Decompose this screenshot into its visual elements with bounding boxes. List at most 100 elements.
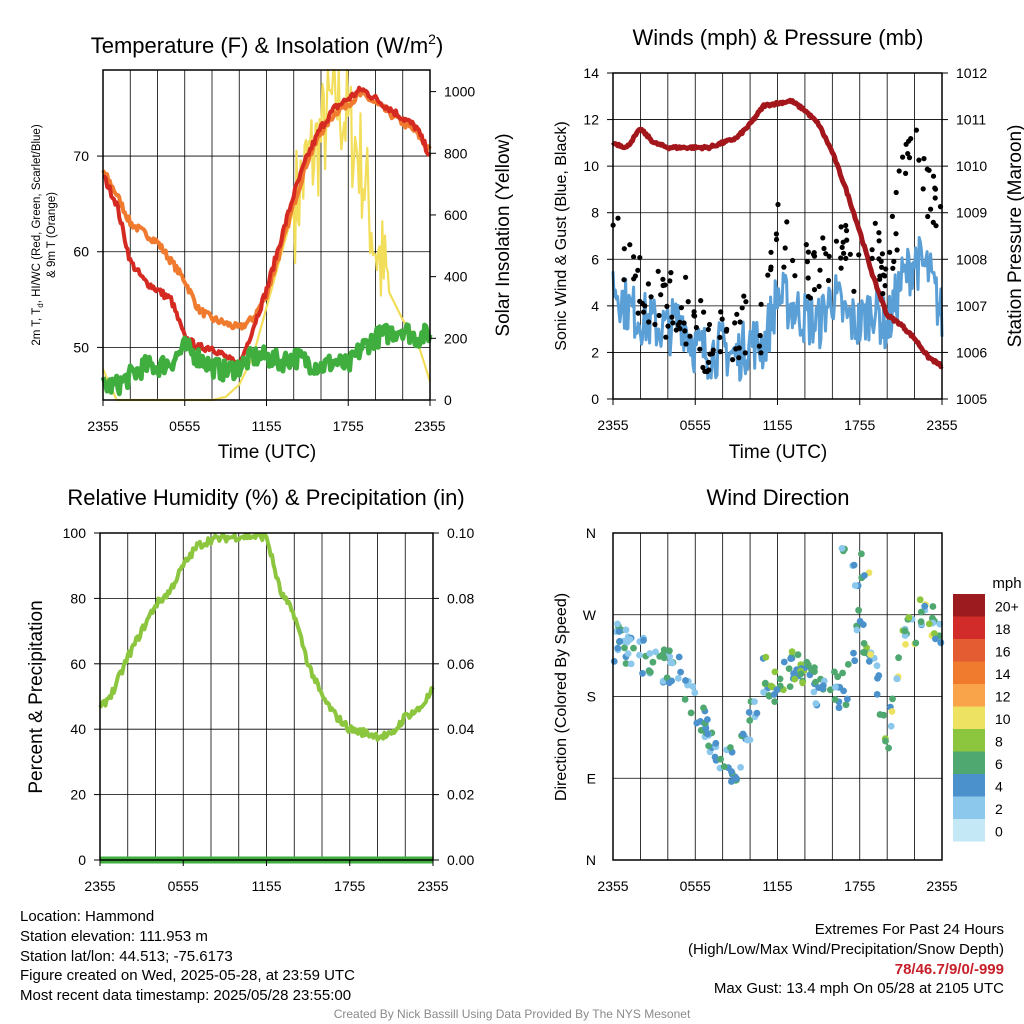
gust-point — [847, 251, 853, 257]
direction-point — [842, 701, 850, 709]
y-right-tick-label: 1011 — [956, 112, 986, 128]
gust-point — [737, 319, 743, 325]
y-right-tick-label: 0.02 — [447, 787, 474, 803]
direction-point — [850, 561, 858, 569]
gust-point — [717, 349, 723, 355]
direction-point — [704, 716, 711, 723]
y-right-tick-label: 1008 — [956, 251, 987, 267]
y-tick-label: 60 — [73, 244, 89, 260]
direction-point — [728, 768, 735, 775]
gust-point — [627, 242, 633, 248]
temperature-xlabel: Time (UTC) — [218, 442, 317, 463]
x-tick-label: 1155 — [251, 878, 281, 894]
direction-point — [810, 688, 818, 696]
gust-point — [878, 258, 884, 264]
gust-point — [869, 255, 875, 261]
direction-point — [893, 675, 901, 683]
wind-direction-plot-frame — [612, 532, 943, 861]
station-latlon: Station lat/lon: 44.513; -75.6173 — [20, 947, 233, 965]
gust-point — [805, 275, 811, 281]
direction-point — [649, 658, 657, 666]
gust-point — [803, 242, 809, 248]
gust-point — [698, 298, 704, 304]
direction-point — [875, 672, 883, 679]
extremes-title: Extremes For Past 24 Hours — [814, 921, 1004, 938]
gust-point — [768, 264, 774, 270]
recent-timestamp: Most recent data timestamp: 2025/05/28 2… — [20, 987, 352, 1005]
direction-point — [700, 704, 707, 712]
x-tick-label: 2355 — [926, 878, 957, 894]
direction-point — [751, 698, 758, 705]
y-right-tick-label: 800 — [444, 145, 468, 161]
direction-point — [790, 670, 797, 677]
gust-point — [896, 168, 902, 174]
y-tick-label: 100 — [63, 525, 87, 541]
gust-point — [879, 264, 885, 270]
y-tick-label: S — [587, 689, 596, 705]
humidity-precip-panel: Relative Humidity (%) & Precipitation (i… — [26, 485, 474, 894]
x-tick-label: 2355 — [417, 878, 448, 894]
direction-point — [932, 635, 939, 643]
direction-point — [745, 709, 753, 716]
gust-point — [804, 259, 811, 265]
dewpoint-line — [100, 322, 433, 397]
direction-point — [667, 659, 675, 667]
gust-point — [705, 326, 711, 333]
credit-line: Created By Nick Bassill Using Data Provi… — [333, 1007, 691, 1021]
gust-point — [691, 309, 697, 315]
gust-point — [906, 155, 913, 161]
speed-legend-title: mph — [992, 575, 1021, 592]
x-tick-label: 0555 — [680, 878, 711, 894]
legend-color-box — [953, 684, 985, 707]
x-tick-label: 1155 — [762, 878, 792, 894]
direction-point — [615, 628, 623, 635]
gust-point — [615, 215, 621, 221]
extremes-values: 78/46.7/9/0/-999 — [894, 960, 1004, 978]
direction-point — [780, 658, 788, 666]
y-right-tick-label: 200 — [444, 330, 468, 346]
legend-color-box — [953, 729, 985, 752]
direction-point — [746, 717, 754, 724]
direction-point — [614, 644, 622, 652]
x-tick-label: 0555 — [169, 418, 200, 434]
gust-point — [768, 249, 774, 255]
gust-point — [681, 320, 687, 326]
gust-point — [880, 291, 886, 297]
gust-point — [621, 277, 627, 283]
direction-point — [704, 730, 712, 738]
direction-point — [885, 744, 892, 752]
y-tick-label: 40 — [70, 721, 86, 737]
legend-color-box — [953, 706, 985, 729]
gust-point — [792, 273, 798, 279]
temperature-panel: Temperature (F) & Insolation (W/m2) 2355… — [31, 31, 514, 463]
gust-point — [890, 265, 896, 271]
y-tick-label: 60 — [70, 656, 86, 672]
humidity-left-ylabel: Percent & Precipitation — [26, 600, 47, 793]
humidity-line — [98, 532, 435, 742]
legend-color-box — [953, 661, 985, 684]
gust-point — [930, 173, 937, 179]
gust-point — [887, 249, 893, 255]
gust-point — [839, 244, 845, 250]
gust-point — [869, 247, 875, 253]
direction-point — [691, 689, 699, 697]
legend-color-box — [953, 774, 985, 797]
temperature-left-ylabel: 2m T, Td, HI/WC (Red, Green, Scarlet/Blu… — [31, 124, 45, 345]
gust-point — [706, 321, 713, 328]
direction-point — [827, 686, 834, 694]
direction-point — [832, 683, 839, 691]
gust-point — [930, 219, 936, 225]
direction-point — [902, 641, 909, 648]
gust-point — [877, 273, 883, 279]
direction-point — [930, 630, 938, 637]
gust-point — [756, 343, 763, 349]
direction-point — [771, 698, 779, 705]
gust-point — [758, 350, 764, 356]
gust-point — [782, 245, 788, 251]
direction-point — [916, 596, 924, 604]
gust-point — [757, 332, 763, 339]
x-tick-label: 2355 — [84, 878, 115, 894]
legend-color-box — [953, 796, 985, 819]
gust-point — [637, 298, 643, 304]
x-tick-label: 0555 — [168, 878, 199, 894]
